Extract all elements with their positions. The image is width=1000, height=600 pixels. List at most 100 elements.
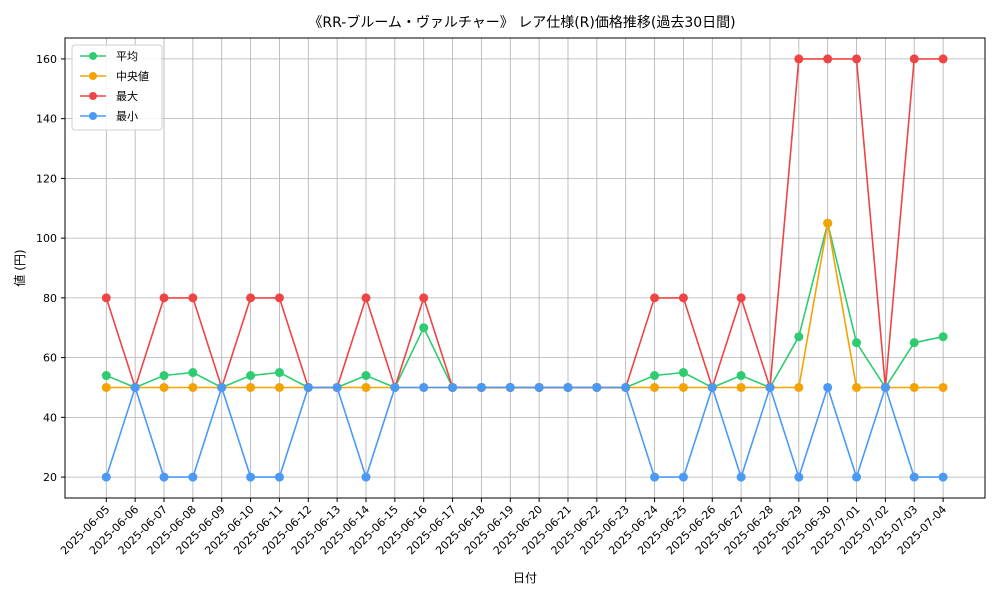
- data-point: [534, 382, 544, 392]
- data-point: [159, 472, 169, 482]
- x-axis-label: 日付: [513, 571, 537, 585]
- y-tick-label: 40: [43, 411, 57, 424]
- data-point: [823, 218, 833, 228]
- data-point: [852, 472, 862, 482]
- data-point: [390, 382, 400, 392]
- data-point: [650, 293, 660, 303]
- data-point: [159, 293, 169, 303]
- x-axis-ticks: 2025-06-052025-06-062025-06-072025-06-08…: [58, 498, 949, 557]
- data-point: [909, 472, 919, 482]
- data-point: [621, 382, 631, 392]
- data-point: [736, 382, 746, 392]
- y-tick-label: 120: [36, 172, 57, 185]
- data-point: [794, 54, 804, 64]
- series-line: [105, 222, 944, 389]
- data-point: [852, 382, 862, 392]
- data-point: [823, 54, 833, 64]
- data-point: [246, 472, 256, 482]
- data-point: [938, 472, 948, 482]
- data-point: [678, 382, 688, 392]
- data-point: [938, 54, 948, 64]
- data-point: [592, 382, 602, 392]
- legend-swatch-marker: [89, 72, 97, 80]
- data-point: [909, 338, 919, 348]
- legend-label: 平均: [116, 50, 138, 63]
- data-point: [909, 54, 919, 64]
- series-2: [101, 54, 948, 392]
- data-point: [130, 382, 140, 392]
- legend-label: 最小: [116, 110, 138, 123]
- data-point: [361, 472, 371, 482]
- data-point: [678, 368, 688, 378]
- data-point: [361, 293, 371, 303]
- y-tick-label: 140: [36, 113, 57, 126]
- data-point: [332, 382, 342, 392]
- data-point: [476, 382, 486, 392]
- y-axis-label: 値 (円): [12, 249, 27, 286]
- data-point: [852, 338, 862, 348]
- data-point: [188, 368, 198, 378]
- data-point: [303, 382, 313, 392]
- data-point: [938, 332, 948, 342]
- data-point: [938, 382, 948, 392]
- y-tick-label: 100: [36, 232, 57, 245]
- series-line: [106, 222, 944, 389]
- data-point: [274, 382, 284, 392]
- data-point: [101, 472, 111, 482]
- data-point: [274, 368, 284, 378]
- data-point: [505, 382, 515, 392]
- data-point: [852, 54, 862, 64]
- y-tick-label: 80: [43, 292, 57, 305]
- data-point: [361, 371, 371, 381]
- legend-swatch-marker: [89, 112, 97, 120]
- data-point: [361, 382, 371, 392]
- data-point: [274, 472, 284, 482]
- legend-label: 中央値: [116, 70, 149, 83]
- data-point: [274, 293, 284, 303]
- data-point: [101, 382, 111, 392]
- data-point: [880, 382, 890, 392]
- data-point: [650, 472, 660, 482]
- data-point: [188, 293, 198, 303]
- series-lines: [101, 54, 948, 482]
- data-point: [794, 332, 804, 342]
- data-point: [188, 472, 198, 482]
- data-point: [246, 382, 256, 392]
- y-tick-label: 60: [43, 352, 57, 365]
- data-point: [188, 382, 198, 392]
- y-tick-label: 160: [36, 53, 57, 66]
- series-line: [105, 58, 944, 389]
- data-point: [448, 382, 458, 392]
- data-point: [563, 382, 573, 392]
- series-3: [101, 382, 948, 482]
- data-point: [159, 371, 169, 381]
- data-point: [650, 371, 660, 381]
- legend-box: [71, 44, 163, 131]
- data-point: [794, 382, 804, 392]
- y-axis-ticks: 20 40 60 80 100 120 140 160: [36, 53, 65, 484]
- data-point: [419, 323, 429, 333]
- data-point: [707, 382, 717, 392]
- data-point: [736, 472, 746, 482]
- data-point: [101, 371, 111, 381]
- data-point: [246, 293, 256, 303]
- data-point: [794, 472, 804, 482]
- data-point: [678, 472, 688, 482]
- data-point: [246, 371, 256, 381]
- data-point: [419, 293, 429, 303]
- data-point: [101, 293, 111, 303]
- data-point: [159, 382, 169, 392]
- data-point: [678, 293, 688, 303]
- data-point: [736, 371, 746, 381]
- data-point: [736, 293, 746, 303]
- data-point: [909, 382, 919, 392]
- data-point: [419, 382, 429, 392]
- grid-lines: [65, 38, 985, 498]
- plot-frame: [64, 37, 986, 499]
- series-line: [105, 386, 944, 478]
- data-point: [217, 382, 227, 392]
- y-tick-label: 20: [43, 471, 57, 484]
- data-point: [650, 382, 660, 392]
